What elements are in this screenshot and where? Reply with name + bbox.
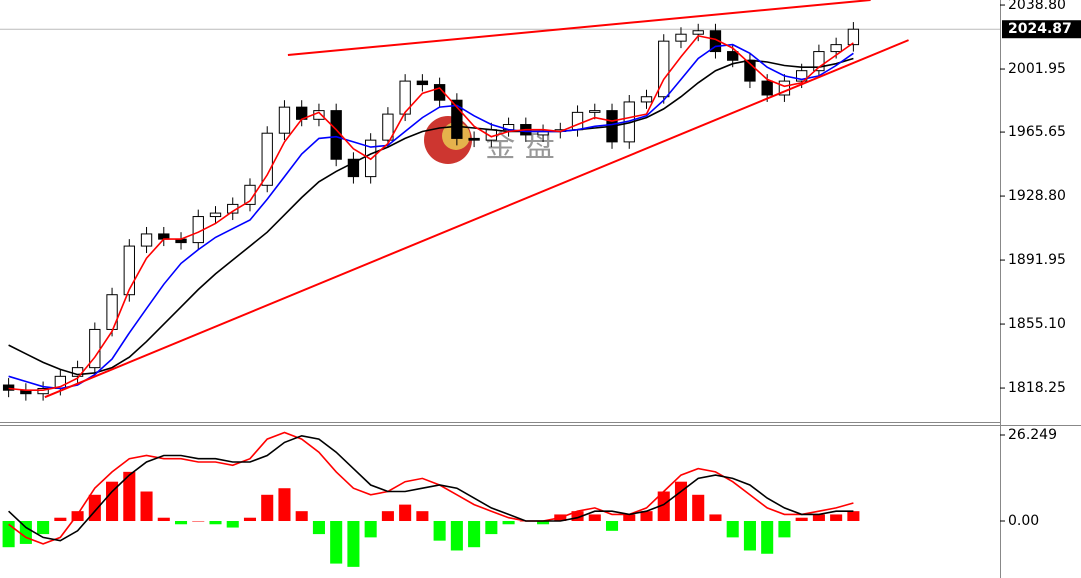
histogram-bar <box>537 520 550 525</box>
histogram-bar <box>692 494 705 521</box>
candle-body <box>675 33 687 42</box>
histogram-bar <box>726 520 739 538</box>
y-tick-label: 1965.65 <box>1008 124 1066 140</box>
histogram-bar <box>795 517 808 521</box>
histogram-bar <box>399 504 412 521</box>
indicator-line <box>8 35 854 391</box>
histogram-bar <box>347 520 360 567</box>
histogram-bar <box>830 514 843 521</box>
candle-body <box>658 40 670 98</box>
histogram-bar <box>674 481 688 521</box>
histogram-bar <box>657 491 670 521</box>
indicator-line <box>8 434 854 542</box>
histogram-bar <box>295 511 308 521</box>
histogram-bar <box>278 488 291 521</box>
histogram-bar <box>364 520 377 538</box>
last-price-label: 2024.87 <box>1008 21 1072 37</box>
candle-body <box>140 233 153 247</box>
y-tick-label: 2038.80 <box>1008 0 1066 13</box>
histogram-bar <box>571 511 584 521</box>
histogram-bar <box>605 520 619 531</box>
histogram-bar <box>778 520 791 538</box>
y-tick-label: 0.00 <box>1008 513 1039 529</box>
histogram-bar <box>468 520 481 548</box>
candle-body <box>209 212 222 218</box>
y-tick-label: 1891.95 <box>1008 252 1066 268</box>
candle-body <box>692 30 704 35</box>
y-tick-label: 1855.10 <box>1008 316 1066 332</box>
histogram-bar <box>623 514 636 521</box>
candle-body <box>261 132 273 186</box>
candle-body <box>123 245 135 296</box>
candle-body <box>761 80 773 96</box>
candle-body <box>2 384 15 391</box>
histogram-bar <box>416 511 429 521</box>
indicator-line <box>8 57 854 376</box>
trendline <box>287 0 871 57</box>
histogram-bar <box>485 520 498 535</box>
histogram-bar <box>209 520 222 525</box>
histogram-bar <box>381 511 394 521</box>
candle-body <box>847 28 860 46</box>
candle-body <box>640 96 653 103</box>
candle-body <box>244 184 256 205</box>
histogram-bar <box>812 514 825 521</box>
histogram-bar <box>588 514 601 521</box>
y-tick-label: 1818.25 <box>1008 380 1066 396</box>
candle-body <box>382 113 394 141</box>
histogram-bar <box>761 520 774 554</box>
candle-body <box>813 51 825 72</box>
y-tick-label: 2001.95 <box>1008 61 1066 77</box>
histogram-bar <box>743 520 756 551</box>
candle-body <box>778 80 791 96</box>
histogram-bar <box>106 481 119 521</box>
candle-body <box>571 111 584 131</box>
histogram-bar <box>243 517 257 521</box>
histogram-bar <box>450 520 463 551</box>
histogram-bar <box>261 494 274 521</box>
candle-body <box>451 99 463 139</box>
y-tick-label: 26.249 <box>1008 427 1057 443</box>
y-tick-label: 1928.80 <box>1008 188 1066 204</box>
candle-body <box>727 51 739 61</box>
histogram-bar <box>157 517 170 521</box>
histogram-bar <box>37 520 50 535</box>
candle-body <box>468 137 480 141</box>
histogram-bar <box>640 511 653 521</box>
trendline <box>44 39 909 399</box>
histogram-bar <box>433 520 446 541</box>
indicator-line <box>8 43 854 390</box>
histogram-bar <box>226 520 239 528</box>
candle-body <box>795 70 808 82</box>
last-price-box <box>1002 20 1081 39</box>
histogram-bar <box>502 520 515 525</box>
histogram-bar <box>174 520 188 525</box>
candle-body <box>830 44 842 53</box>
candle-body <box>399 80 411 115</box>
histogram-bar <box>847 511 860 521</box>
histogram-bar <box>54 517 67 521</box>
candle-body <box>278 106 291 134</box>
histogram-bar <box>330 520 343 564</box>
histogram-bar <box>71 511 84 521</box>
candle-body <box>416 80 429 86</box>
histogram-bar <box>140 491 153 521</box>
candle-body <box>37 387 49 395</box>
histogram-bar <box>312 520 325 535</box>
candle-body <box>330 110 342 160</box>
candle-body <box>589 110 601 113</box>
candle-body <box>347 158 360 178</box>
indicator-line <box>8 431 854 545</box>
candle-body <box>433 84 446 101</box>
histogram-bar <box>123 471 136 521</box>
histogram-bar <box>709 514 722 521</box>
histogram-bar <box>192 520 205 522</box>
